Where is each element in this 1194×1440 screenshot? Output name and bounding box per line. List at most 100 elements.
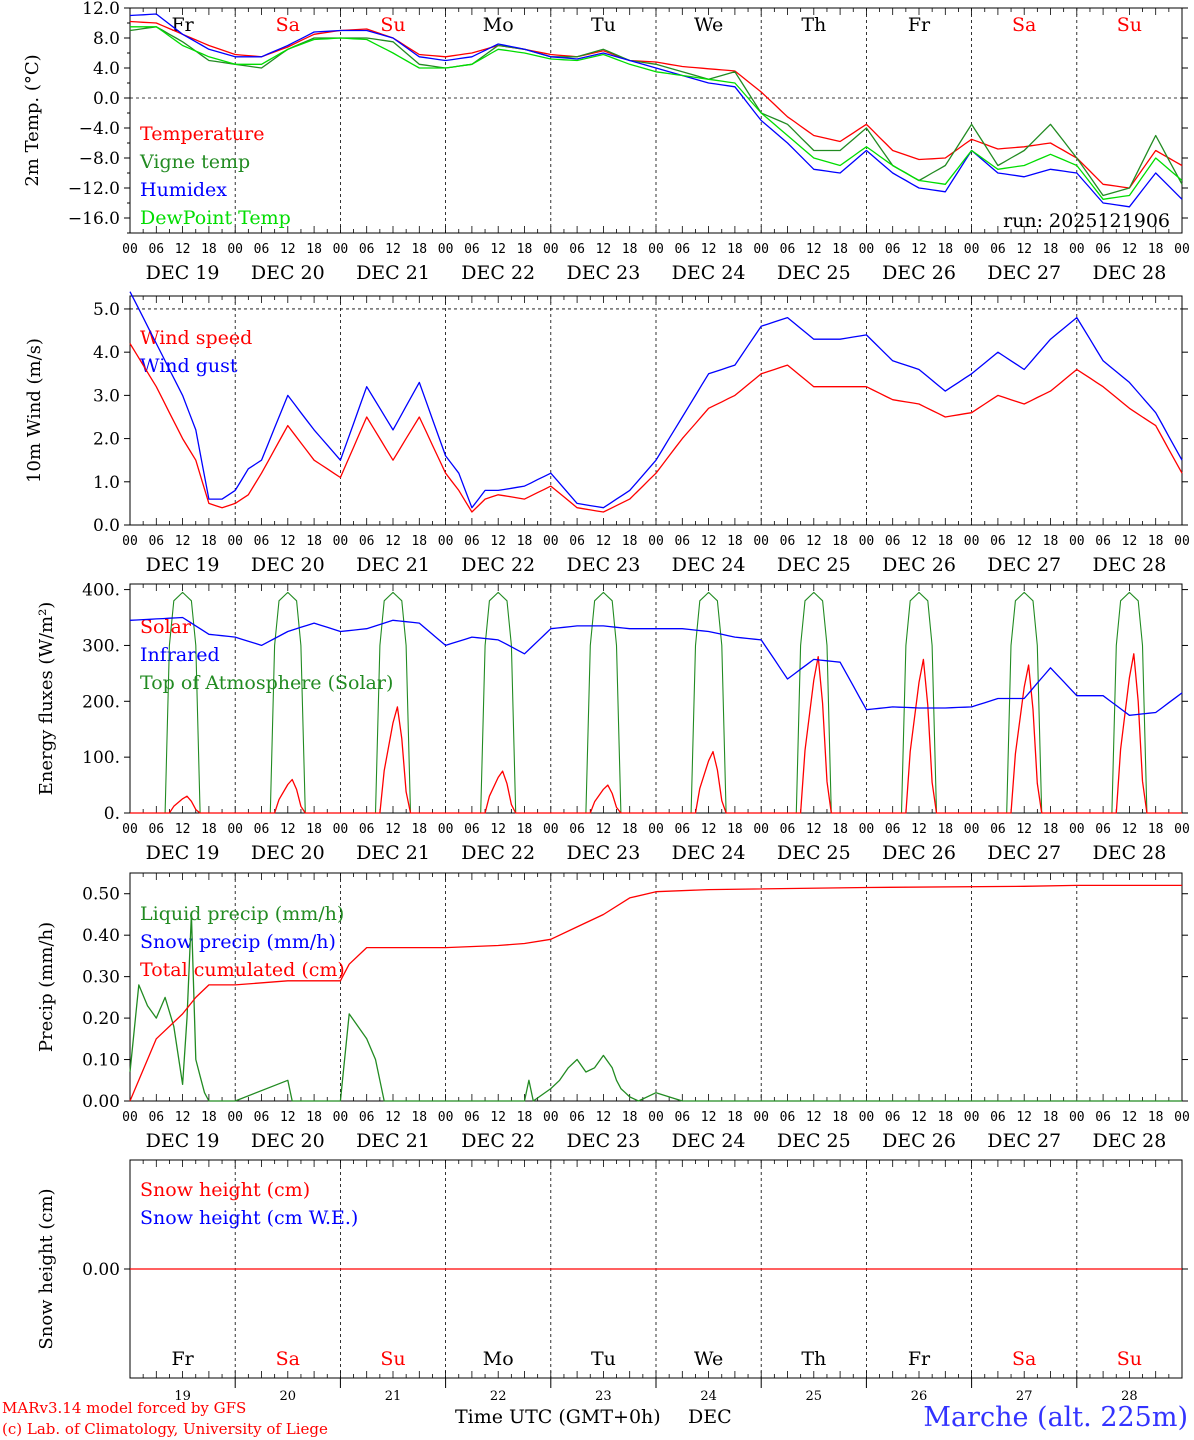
x-hour-label: 12 [701, 242, 717, 257]
day-number-label: 21 [385, 1389, 402, 1404]
day-number-label: 20 [280, 1389, 297, 1404]
x-hour-label: 00 [1069, 822, 1085, 837]
footer-model-credit: MARv3.14 model forced by GFS [2, 1399, 246, 1417]
legend-entry: Snow height (cm W.E.) [140, 1207, 358, 1229]
x-date-label: DEC 27 [987, 262, 1061, 284]
day-name-label: Tu [591, 1348, 616, 1370]
day-name-label: Su [380, 14, 405, 36]
x-date-label: DEC 22 [461, 842, 535, 864]
y-tick-label: 5.0 [93, 300, 120, 320]
x-hour-label: 12 [280, 242, 296, 257]
x-hour-label: 00 [1174, 822, 1190, 837]
x-hour-label: 06 [464, 822, 480, 837]
x-hour-label: 12 [701, 1110, 717, 1125]
x-hour-label: 00 [333, 242, 349, 257]
x-date-label: DEC 28 [1092, 842, 1166, 864]
x-date-label: DEC 25 [777, 1130, 851, 1152]
x-hour-label: 00 [543, 242, 559, 257]
day-name-label: Fr [171, 14, 194, 36]
x-hour-label: 18 [201, 534, 217, 549]
x-hour-label: 06 [674, 822, 690, 837]
day-name-label: Th [801, 14, 826, 36]
day-number-label: 28 [1121, 1389, 1138, 1404]
day-name-label: We [694, 14, 723, 36]
x-hour-label: 18 [622, 822, 638, 837]
panel-temp: 12.0 8.0 4.0 0.0 −4.0 −8.0 −12.0 −16.0 2m Temp. … [22, 0, 1190, 284]
y-axis-label: Energy fluxes (W/m²) [36, 602, 57, 796]
legend-entry: Temperature [140, 123, 264, 145]
x-hour-label: 18 [1043, 1110, 1059, 1125]
x-hour-label: 18 [201, 822, 217, 837]
y-tick-label: 12.0 [82, 0, 120, 19]
x-hour-label: 06 [1095, 1110, 1111, 1125]
x-hour-label: 06 [674, 242, 690, 257]
x-hour-label: 18 [411, 1110, 427, 1125]
x-hour-label: 06 [569, 534, 585, 549]
day-number-label: 19 [174, 1389, 191, 1404]
y-tick-label: 1.0 [93, 473, 120, 493]
x-hour-label: 00 [1174, 534, 1190, 549]
y-tick-label: 4.0 [93, 59, 120, 79]
x-hour-label: 06 [1095, 534, 1111, 549]
x-hour-label: 18 [937, 534, 953, 549]
x-date-label: DEC 25 [777, 262, 851, 284]
y-tick-label: 0.10 [82, 1051, 120, 1071]
x-hour-label: 06 [359, 822, 375, 837]
x-hour-label: 18 [1043, 242, 1059, 257]
x-hour-label: 12 [490, 822, 506, 837]
x-hour-label: 12 [280, 1110, 296, 1125]
x-date-label: DEC 27 [987, 1130, 1061, 1152]
day-number-label: 23 [595, 1389, 612, 1404]
x-hour-label: 12 [175, 1110, 191, 1125]
day-name-label: Su [380, 1348, 405, 1370]
run-label: run: 2025121906 [1003, 210, 1170, 232]
y-tick-label: 0.40 [82, 926, 120, 946]
x-hour-label: 18 [1148, 1110, 1164, 1125]
x-axis-title: Time UTC (GMT+0h) [455, 1406, 661, 1428]
x-hour-label: 12 [911, 534, 927, 549]
station-title: Marche (alt. 225m) [923, 1402, 1188, 1433]
x-hour-label: 06 [990, 534, 1006, 549]
legend-entry: Total cumulated (cm) [140, 959, 345, 981]
x-hour-label: 06 [254, 1110, 270, 1125]
x-date-label: DEC 26 [882, 1130, 956, 1152]
x-hour-label: 06 [569, 822, 585, 837]
x-hour-label: 06 [464, 1110, 480, 1125]
x-hour-label: 00 [964, 822, 980, 837]
legend-entry: Wind speed [140, 327, 252, 349]
x-date-label: DEC 19 [146, 554, 220, 576]
x-hour-label: 00 [333, 822, 349, 837]
x-date-label: DEC 22 [461, 262, 535, 284]
x-hour-label: 12 [806, 822, 822, 837]
x-hour-label: 18 [622, 534, 638, 549]
x-hour-label: 00 [227, 822, 243, 837]
x-hour-label: 00 [122, 534, 138, 549]
x-date-label: DEC 25 [777, 554, 851, 576]
x-date-label: DEC 24 [672, 1130, 746, 1152]
legend-entry: Top of Atmosphere (Solar) [140, 672, 393, 694]
x-hour-label: 12 [490, 242, 506, 257]
x-hour-label: 12 [385, 1110, 401, 1125]
x-hour-label: 18 [411, 822, 427, 837]
day-number-label: 26 [911, 1389, 928, 1404]
day-name-label: Sa [276, 1348, 300, 1370]
x-hour-label: 00 [333, 1110, 349, 1125]
x-hour-label: 06 [1095, 242, 1111, 257]
x-date-label: DEC 20 [251, 842, 325, 864]
x-hour-label: 12 [1122, 242, 1138, 257]
series-liquid-precip-mm-h- [129, 913, 1182, 1102]
x-hour-label: 06 [885, 242, 901, 257]
x-hour-label: 18 [517, 1110, 533, 1125]
x-hour-label: 12 [385, 822, 401, 837]
x-hour-label: 00 [1069, 534, 1085, 549]
x-hour-label: 18 [306, 1110, 322, 1125]
x-hour-label: 00 [438, 822, 454, 837]
x-hour-label: 06 [148, 1110, 164, 1125]
x-hour-label: 06 [359, 534, 375, 549]
series-humidex [129, 13, 1183, 208]
series-total-cumulated-cm- [129, 884, 1182, 1102]
x-hour-label: 06 [359, 242, 375, 257]
series-temperature [129, 20, 1183, 189]
legend-entry: Snow precip (mm/h) [140, 931, 336, 953]
x-hour-label: 00 [648, 1110, 664, 1125]
